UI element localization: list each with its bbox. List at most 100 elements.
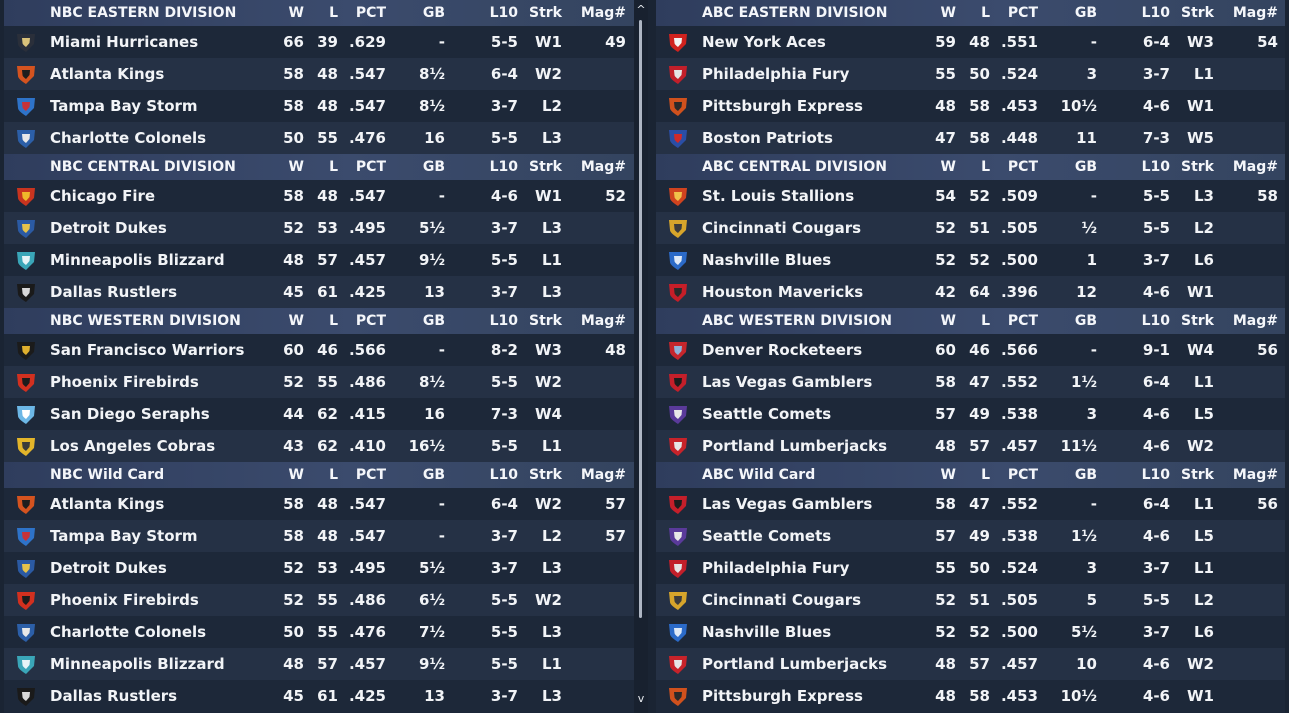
column-header-strk[interactable]: Strk bbox=[1181, 5, 1214, 21]
column-header-mag[interactable]: Mag# bbox=[580, 5, 626, 21]
team-row[interactable]: Boston Patriots 47 58 .448 11 7-3 W5 bbox=[656, 122, 1285, 154]
team-name[interactable]: Las Vegas Gamblers bbox=[702, 373, 873, 391]
team-row[interactable]: Los Angeles Cobras 43 62 .410 16½ 5-5 L1 bbox=[4, 430, 634, 462]
team-row[interactable]: Phoenix Firebirds 52 55 .486 6½ 5-5 W2 bbox=[4, 584, 634, 616]
column-header-w[interactable]: W bbox=[940, 313, 956, 329]
column-header-pct[interactable]: PCT bbox=[1007, 313, 1038, 329]
team-row[interactable]: Detroit Dukes 52 53 .495 5½ 3-7 L3 bbox=[4, 212, 634, 244]
team-name[interactable]: Tampa Bay Storm bbox=[50, 97, 198, 115]
team-row[interactable]: Dallas Rustlers 45 61 .425 13 3-7 L3 bbox=[4, 276, 634, 308]
team-name[interactable]: Las Vegas Gamblers bbox=[702, 495, 873, 513]
team-row[interactable]: Cincinnati Cougars 52 51 .505 5 5-5 L2 bbox=[656, 584, 1285, 616]
column-header-pct[interactable]: PCT bbox=[355, 313, 386, 329]
team-row[interactable]: Seattle Comets 57 49 .538 3 4-6 L5 bbox=[656, 398, 1285, 430]
team-row[interactable]: Phoenix Firebirds 52 55 .486 8½ 5-5 W2 bbox=[4, 366, 634, 398]
team-row[interactable]: Nashville Blues 52 52 .500 5½ 3-7 L6 bbox=[656, 616, 1285, 648]
team-name[interactable]: Portland Lumberjacks bbox=[702, 437, 888, 455]
column-header-l[interactable]: L bbox=[981, 467, 990, 483]
column-header-l[interactable]: L bbox=[329, 159, 338, 175]
team-name[interactable]: Philadelphia Fury bbox=[702, 559, 850, 577]
team-name[interactable]: Cincinnati Cougars bbox=[702, 591, 862, 609]
team-row[interactable]: Atlanta Kings 58 48 .547 8½ 6-4 W2 bbox=[4, 58, 634, 90]
column-header-mag[interactable]: Mag# bbox=[580, 467, 626, 483]
team-name[interactable]: San Francisco Warriors bbox=[50, 341, 245, 359]
team-row[interactable]: Tampa Bay Storm 58 48 .547 8½ 3-7 L2 bbox=[4, 90, 634, 122]
scroll-up-icon[interactable]: ^ bbox=[636, 3, 646, 16]
team-name[interactable]: Charlotte Colonels bbox=[50, 623, 207, 641]
column-header-pct[interactable]: PCT bbox=[1007, 5, 1038, 21]
column-header-mag[interactable]: Mag# bbox=[1232, 467, 1278, 483]
team-name[interactable]: Seattle Comets bbox=[702, 405, 832, 423]
column-header-l[interactable]: L bbox=[329, 5, 338, 21]
column-header-l[interactable]: L bbox=[981, 313, 990, 329]
team-name[interactable]: St. Louis Stallions bbox=[702, 187, 855, 205]
team-name[interactable]: Charlotte Colonels bbox=[50, 129, 207, 147]
team-name[interactable]: Seattle Comets bbox=[702, 527, 832, 545]
column-header-pct[interactable]: PCT bbox=[355, 5, 386, 21]
column-header-w[interactable]: W bbox=[288, 159, 304, 175]
column-header-gb[interactable]: GB bbox=[1074, 467, 1097, 483]
column-header-l10[interactable]: L10 bbox=[1141, 159, 1170, 175]
team-row[interactable]: San Francisco Warriors 60 46 .566 - 8-2 W3 48 bbox=[4, 334, 634, 366]
scrollbar-thumb[interactable] bbox=[639, 20, 642, 618]
column-header-l10[interactable]: L10 bbox=[489, 467, 518, 483]
team-name[interactable]: Tampa Bay Storm bbox=[50, 527, 198, 545]
team-row[interactable]: Houston Mavericks 42 64 .396 12 4-6 W1 bbox=[656, 276, 1285, 308]
team-row[interactable]: Portland Lumberjacks 48 57 .457 11½ 4-6 W2 bbox=[656, 430, 1285, 462]
column-header-w[interactable]: W bbox=[288, 5, 304, 21]
column-header-gb[interactable]: GB bbox=[422, 467, 445, 483]
team-name[interactable]: Cincinnati Cougars bbox=[702, 219, 862, 237]
column-header-l[interactable]: L bbox=[329, 467, 338, 483]
column-header-l10[interactable]: L10 bbox=[1141, 467, 1170, 483]
team-row[interactable]: Dallas Rustlers 45 61 .425 13 3-7 L3 bbox=[4, 680, 634, 712]
team-row[interactable]: Seattle Comets 57 49 .538 1½ 4-6 L5 bbox=[656, 520, 1285, 552]
column-header-l10[interactable]: L10 bbox=[1141, 5, 1170, 21]
column-header-l10[interactable]: L10 bbox=[489, 159, 518, 175]
column-header-mag[interactable]: Mag# bbox=[580, 159, 626, 175]
column-header-mag[interactable]: Mag# bbox=[1232, 313, 1278, 329]
column-header-strk[interactable]: Strk bbox=[529, 5, 562, 21]
team-name[interactable]: Phoenix Firebirds bbox=[50, 591, 199, 609]
team-row[interactable]: Tampa Bay Storm 58 48 .547 - 3-7 L2 57 bbox=[4, 520, 634, 552]
column-header-l10[interactable]: L10 bbox=[489, 313, 518, 329]
column-header-pct[interactable]: PCT bbox=[1007, 159, 1038, 175]
team-row[interactable]: New York Aces 59 48 .551 - 6-4 W3 54 bbox=[656, 26, 1285, 58]
team-name[interactable]: Atlanta Kings bbox=[50, 65, 165, 83]
team-name[interactable]: San Diego Seraphs bbox=[50, 405, 210, 423]
column-header-mag[interactable]: Mag# bbox=[580, 313, 626, 329]
column-header-pct[interactable]: PCT bbox=[1007, 467, 1038, 483]
team-name[interactable]: Denver Rocketeers bbox=[702, 341, 863, 359]
column-header-w[interactable]: W bbox=[940, 159, 956, 175]
column-header-strk[interactable]: Strk bbox=[529, 467, 562, 483]
column-header-pct[interactable]: PCT bbox=[355, 159, 386, 175]
team-name[interactable]: Atlanta Kings bbox=[50, 495, 165, 513]
column-header-w[interactable]: W bbox=[940, 5, 956, 21]
scroll-down-icon[interactable]: v bbox=[637, 692, 645, 705]
team-name[interactable]: Miami Hurricanes bbox=[50, 33, 199, 51]
column-header-l[interactable]: L bbox=[981, 159, 990, 175]
vertical-scrollbar[interactable]: ^ v bbox=[634, 0, 648, 713]
column-header-mag[interactable]: Mag# bbox=[1232, 159, 1278, 175]
team-row[interactable]: Philadelphia Fury 55 50 .524 3 3-7 L1 bbox=[656, 58, 1285, 90]
column-header-gb[interactable]: GB bbox=[422, 5, 445, 21]
team-name[interactable]: Phoenix Firebirds bbox=[50, 373, 199, 391]
team-row[interactable]: Charlotte Colonels 50 55 .476 16 5-5 L3 bbox=[4, 122, 634, 154]
team-row[interactable]: Las Vegas Gamblers 58 47 .552 1½ 6-4 L1 bbox=[656, 366, 1285, 398]
column-header-gb[interactable]: GB bbox=[1074, 5, 1097, 21]
team-name[interactable]: Dallas Rustlers bbox=[50, 283, 178, 301]
team-name[interactable]: Detroit Dukes bbox=[50, 559, 167, 577]
team-row[interactable]: Minneapolis Blizzard 48 57 .457 9½ 5-5 L1 bbox=[4, 244, 634, 276]
column-header-strk[interactable]: Strk bbox=[1181, 313, 1214, 329]
team-name[interactable]: Pittsburgh Express bbox=[702, 687, 863, 705]
column-header-gb[interactable]: GB bbox=[422, 313, 445, 329]
column-header-w[interactable]: W bbox=[288, 313, 304, 329]
column-header-gb[interactable]: GB bbox=[1074, 313, 1097, 329]
team-name[interactable]: New York Aces bbox=[702, 33, 826, 51]
team-name[interactable]: Nashville Blues bbox=[702, 623, 832, 641]
team-row[interactable]: Detroit Dukes 52 53 .495 5½ 3-7 L3 bbox=[4, 552, 634, 584]
team-row[interactable]: San Diego Seraphs 44 62 .415 16 7-3 W4 bbox=[4, 398, 634, 430]
column-header-pct[interactable]: PCT bbox=[355, 467, 386, 483]
team-name[interactable]: Houston Mavericks bbox=[702, 283, 864, 301]
column-header-l[interactable]: L bbox=[981, 5, 990, 21]
team-row[interactable]: St. Louis Stallions 54 52 .509 - 5-5 L3 58 bbox=[656, 180, 1285, 212]
